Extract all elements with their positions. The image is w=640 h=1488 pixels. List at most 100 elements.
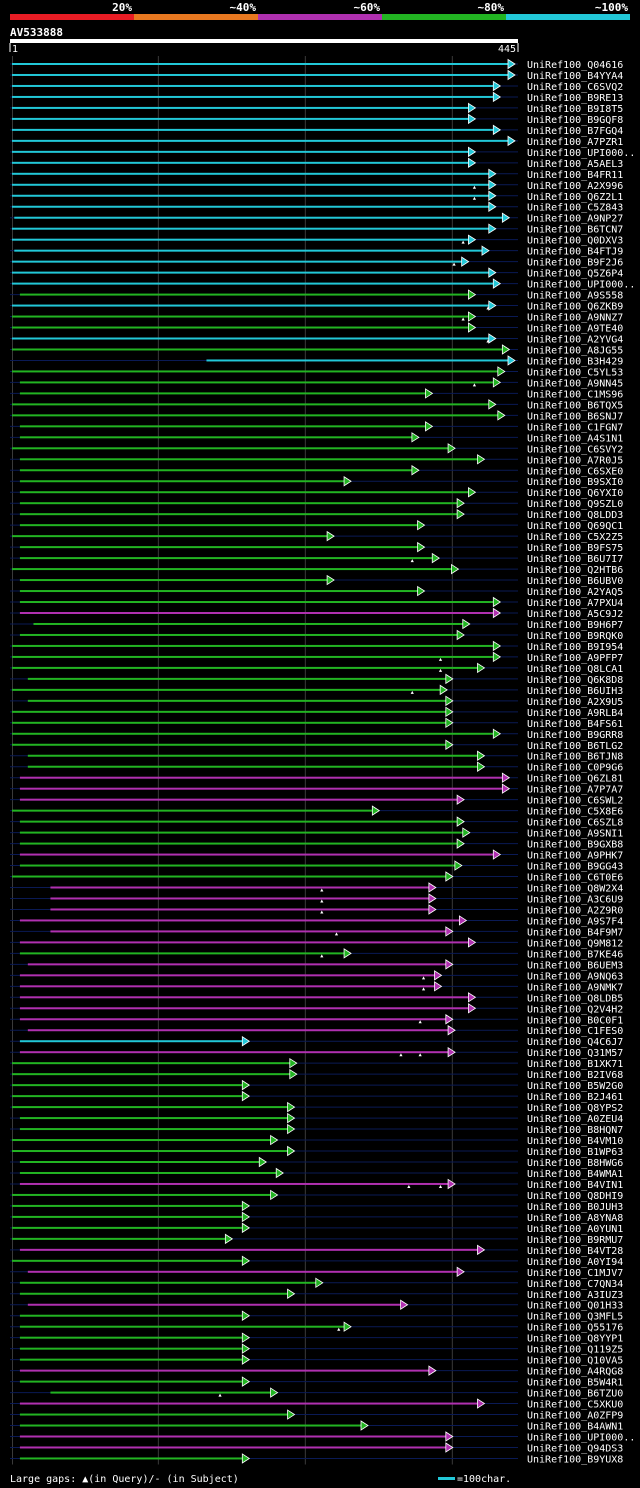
hit-row[interactable]: UniRef100_UPI000..	[10, 1431, 635, 1444]
hit-label[interactable]: UniRef100_A9S7F4	[527, 916, 623, 927]
hit-row[interactable]: UniRef100_Q94DS3	[10, 1442, 623, 1455]
hit-label[interactable]: UniRef100_C6SXE0	[527, 466, 623, 477]
hit-label[interactable]: UniRef100_Q55176	[527, 1323, 623, 1334]
hit-row[interactable]: UniRef100_B9H6P7	[10, 618, 623, 631]
hit-label[interactable]: UniRef100_Q0DXV3	[527, 236, 623, 247]
hit-label[interactable]: UniRef100_Q5Z6P4	[527, 269, 623, 280]
hit-label[interactable]: UniRef100_Q6ZKB9	[527, 302, 623, 313]
hit-label[interactable]: UniRef100_Q6YXI0	[527, 488, 623, 499]
hit-row[interactable]: UniRef100_A2X9U5	[10, 695, 623, 708]
hit-row[interactable]: UniRef100_Q8LDD3	[10, 508, 623, 522]
hit-label[interactable]: UniRef100_Q8DHI9	[527, 1191, 623, 1202]
hit-row[interactable]: UniRef100_Q0DXV3	[10, 234, 623, 247]
hit-row[interactable]: UniRef100_B9GQF8	[10, 113, 623, 126]
hit-row[interactable]: UniRef100_B1XK71	[10, 1057, 623, 1071]
hit-label[interactable]: UniRef100_A9NN45	[527, 378, 623, 389]
hit-row[interactable]: UniRef100_C1MJV7	[10, 1266, 623, 1279]
hit-label[interactable]: UniRef100_B4VT28	[527, 1246, 623, 1257]
hit-row[interactable]: UniRef100_B7FGQ4	[10, 124, 623, 137]
hit-row[interactable]: UniRef100_A2X996	[10, 179, 623, 192]
hit-row[interactable]: UniRef100_B2J461	[10, 1090, 623, 1104]
hit-label[interactable]: UniRef100_Q8LCA1	[527, 664, 623, 675]
hit-row[interactable]: UniRef100_B4F9M7	[10, 926, 623, 939]
hit-label[interactable]: UniRef100_Q9M812	[527, 938, 623, 949]
hit-row[interactable]: UniRef100_C6SVQ2	[10, 80, 623, 93]
hit-label[interactable]: UniRef100_A2YVG4	[527, 335, 623, 346]
hit-label[interactable]: UniRef100_C1MJV7	[527, 1268, 623, 1279]
hit-row[interactable]: UniRef100_B9GRR8	[10, 728, 623, 741]
hit-label[interactable]: UniRef100_A7PZR1	[527, 137, 623, 148]
hit-label[interactable]: UniRef100_A8JG55	[527, 345, 623, 356]
hit-label[interactable]: UniRef100_B8HQN7	[527, 1125, 623, 1136]
hit-label[interactable]: UniRef100_A9NNZ7	[527, 313, 623, 324]
hit-label[interactable]: UniRef100_B4FS61	[527, 719, 623, 730]
hit-row[interactable]: UniRef100_C6SVY2	[10, 443, 623, 456]
hit-row[interactable]: UniRef100_B2IV68	[10, 1068, 623, 1082]
hit-row[interactable]: UniRef100_C7QN34	[10, 1277, 623, 1290]
hit-label[interactable]: UniRef100_B1WP63	[527, 1147, 623, 1158]
hit-label[interactable]: UniRef100_B7KE46	[527, 949, 623, 960]
hit-row[interactable]: UniRef100_UPI000..	[10, 146, 635, 159]
hit-row[interactable]: UniRef100_A9NMK7	[10, 981, 623, 994]
hit-row[interactable]: UniRef100_B4VIN1	[10, 1178, 623, 1191]
hit-row[interactable]: UniRef100_B4FTJ9	[10, 245, 623, 258]
hit-label[interactable]: UniRef100_Q6Z2L1	[527, 192, 623, 203]
hit-label[interactable]: UniRef100_B6TZU0	[527, 1389, 623, 1400]
hit-row[interactable]: UniRef100_Q8W2X4	[10, 882, 623, 895]
hit-row[interactable]: UniRef100_A2YAQ5	[10, 585, 623, 599]
hit-label[interactable]: UniRef100_B6UBV0	[527, 576, 623, 587]
hit-label[interactable]: UniRef100_A4RQG8	[527, 1367, 623, 1378]
hit-label[interactable]: UniRef100_Q31M57	[527, 1048, 623, 1059]
hit-row[interactable]: UniRef100_B9F2J6	[10, 256, 623, 269]
hit-label[interactable]: UniRef100_Q8YYP1	[527, 1334, 623, 1345]
hit-label[interactable]: UniRef100_B9GQF8	[527, 115, 623, 126]
hit-row[interactable]: UniRef100_A9S558	[10, 289, 623, 302]
hit-label[interactable]: UniRef100_A0YUN1	[527, 1224, 623, 1235]
hit-row[interactable]: UniRef100_B6UIH3	[10, 684, 623, 697]
hit-row[interactable]: UniRef100_A2YVG4	[10, 333, 623, 346]
hit-label[interactable]: UniRef100_C5Z843	[527, 203, 623, 214]
hit-label[interactable]: UniRef100_C1FES0	[527, 1026, 623, 1037]
hit-row[interactable]: UniRef100_B9GG43	[10, 860, 623, 873]
hit-label[interactable]: UniRef100_A9S558	[527, 291, 623, 302]
hit-row[interactable]: UniRef100_A9TE40	[10, 322, 623, 335]
hit-row[interactable]: UniRef100_Q9SZL0	[10, 497, 623, 511]
hit-label[interactable]: UniRef100_A8YNA8	[527, 1213, 623, 1224]
hit-label[interactable]: UniRef100_Q69QC1	[527, 521, 623, 532]
hit-row[interactable]: UniRef100_A9NP27	[10, 212, 623, 225]
hit-label[interactable]: UniRef100_B6TLG2	[527, 741, 623, 752]
hit-label[interactable]: UniRef100_B9RMU7	[527, 1235, 623, 1246]
hit-row[interactable]: UniRef100_C6SZL8	[10, 816, 623, 829]
hit-label[interactable]: UniRef100_Q8LDB5	[527, 993, 623, 1004]
hit-row[interactable]: UniRef100_B6UEM3	[10, 959, 623, 972]
hit-label[interactable]: UniRef100_Q2V4H2	[527, 1004, 623, 1015]
hit-row[interactable]: UniRef100_A4S1N1	[10, 432, 623, 445]
hit-row[interactable]: UniRef100_B6TLG2	[10, 739, 623, 752]
hit-row[interactable]: UniRef100_A9NN45	[10, 377, 623, 390]
hit-label[interactable]: UniRef100_B5W4R1	[527, 1378, 623, 1389]
hit-row[interactable]: UniRef100_Q6ZL81	[10, 772, 623, 785]
hit-row[interactable]: UniRef100_A0ZFP9	[10, 1409, 623, 1422]
hit-label[interactable]: UniRef100_Q01H33	[527, 1301, 623, 1312]
hit-row[interactable]: UniRef100_B9SXI0	[10, 476, 623, 489]
hit-label[interactable]: UniRef100_Q9SZL0	[527, 499, 623, 510]
hit-row[interactable]: UniRef100_B6UBV0	[10, 574, 623, 588]
hit-label[interactable]: UniRef100_C6SVQ2	[527, 82, 623, 93]
hit-row[interactable]: UniRef100_B4AWN1	[10, 1420, 623, 1433]
hit-row[interactable]: UniRef100_B0JUH3	[10, 1200, 623, 1213]
hit-label[interactable]: UniRef100_UPI000..	[527, 148, 635, 159]
hit-row[interactable]: UniRef100_A5AEL3	[10, 157, 623, 170]
hit-row[interactable]: UniRef100_A9RLB4	[10, 706, 623, 719]
hit-row[interactable]: UniRef100_Q8YYP1	[10, 1332, 623, 1345]
hit-label[interactable]: UniRef100_A9PHK7	[527, 851, 623, 862]
hit-label[interactable]: UniRef100_B9GRR8	[527, 730, 623, 741]
hit-label[interactable]: UniRef100_B7FGQ4	[527, 126, 623, 137]
hit-label[interactable]: UniRef100_B6U7I7	[527, 554, 623, 565]
hit-label[interactable]: UniRef100_B9GG43	[527, 862, 623, 873]
hit-row[interactable]: UniRef100_A0ZEU4	[10, 1112, 623, 1126]
hit-row[interactable]: UniRef100_A3C6U9	[10, 893, 623, 906]
hit-row[interactable]: UniRef100_B9YUX8	[10, 1453, 623, 1466]
hit-label[interactable]: UniRef100_Q8LDD3	[527, 510, 623, 521]
hit-row[interactable]: UniRef100_A7PZR1	[10, 135, 623, 148]
hit-label[interactable]: UniRef100_B0JUH3	[527, 1202, 623, 1213]
